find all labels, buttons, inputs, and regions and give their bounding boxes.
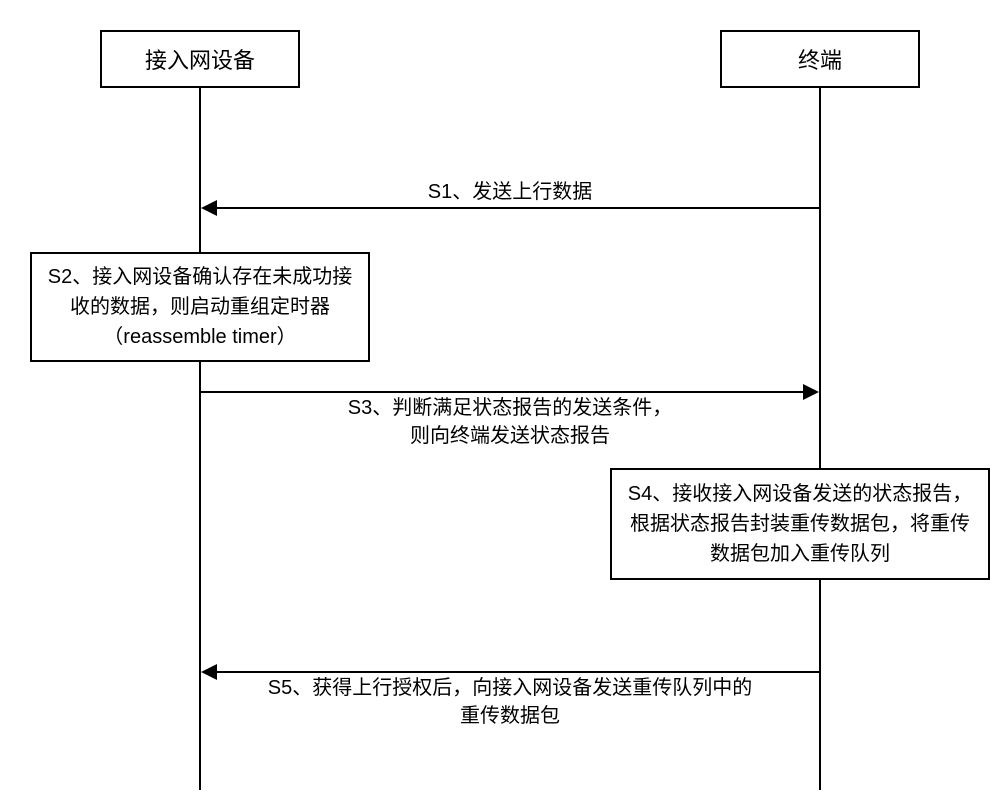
lifeline-left-top: [199, 88, 201, 252]
msg-s1-label: S1、发送上行数据: [200, 178, 820, 206]
note-s2-line1: S2、接入网设备确认存在未成功接: [48, 266, 352, 288]
note-s4-content: S4、接收接入网设备发送的状态报告， 根据状态报告封装重传数据包，将重传 数据包…: [628, 479, 972, 569]
note-s2-line2: 收的数据，则启动重组定时器: [70, 296, 330, 318]
msg-s3-label: S3、判断满足状态报告的发送条件， 则向终端发送状态报告: [200, 394, 820, 450]
participant-access-network: 接入网设备: [100, 30, 300, 88]
msg-s5-line1: S5、获得上行授权后，向接入网设备发送重传队列中的: [268, 677, 752, 699]
note-s2-line3: （reassemble timer）: [103, 326, 296, 348]
participant-access-network-label: 接入网设备: [145, 43, 255, 75]
msg-s3-line2: 则向终端发送状态报告: [410, 425, 610, 447]
msg-s5-label: S5、获得上行授权后，向接入网设备发送重传队列中的 重传数据包: [200, 674, 820, 730]
note-s4-line2: 根据状态报告封装重传数据包，将重传: [630, 513, 970, 535]
note-s2-content: S2、接入网设备确认存在未成功接 收的数据，则启动重组定时器 （reassemb…: [48, 262, 352, 352]
msg-s1-text: S1、发送上行数据: [428, 181, 592, 203]
msg-s3-line: [201, 391, 804, 393]
msg-s5-line: [216, 671, 820, 673]
note-s4-line1: S4、接收接入网设备发送的状态报告，: [628, 483, 972, 505]
participant-terminal: 终端: [720, 30, 920, 88]
sequence-diagram: 接入网设备 终端 S1、发送上行数据 S2、接入网设备确认存在未成功接 收的数据…: [0, 0, 1000, 808]
note-s4: S4、接收接入网设备发送的状态报告， 根据状态报告封装重传数据包，将重传 数据包…: [610, 468, 990, 580]
participant-terminal-label: 终端: [798, 43, 842, 75]
note-s2: S2、接入网设备确认存在未成功接 收的数据，则启动重组定时器 （reassemb…: [30, 252, 370, 362]
msg-s1-arrowhead: [201, 200, 217, 216]
msg-s1-line: [216, 207, 820, 209]
note-s4-line3: 数据包加入重传队列: [710, 543, 890, 565]
msg-s3-line1: S3、判断满足状态报告的发送条件，: [348, 397, 672, 419]
msg-s5-line2: 重传数据包: [460, 705, 560, 727]
